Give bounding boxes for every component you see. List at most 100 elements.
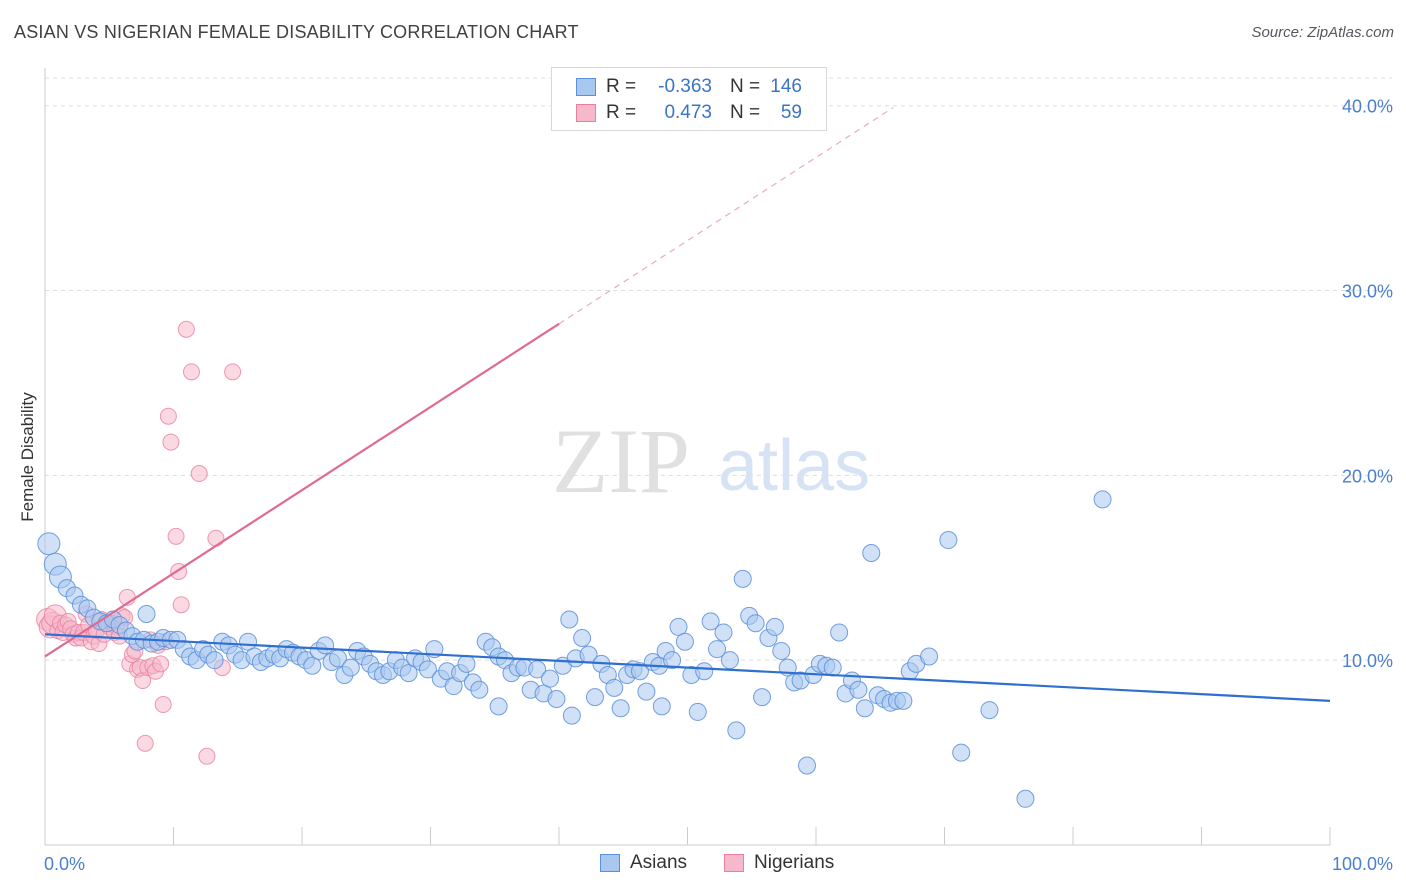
- asian-point: [701, 612, 720, 631]
- bottom-legend-nigerians: Nigerians: [724, 852, 834, 874]
- y-tick-label: 30.0%: [1342, 282, 1393, 302]
- legend-r-label: R =: [606, 102, 637, 123]
- legend-r-value: 0.473: [664, 102, 712, 123]
- asian-point: [205, 651, 224, 670]
- asian-point: [547, 689, 566, 708]
- nigerian-point: [136, 734, 154, 752]
- asian-point: [611, 699, 630, 718]
- nigerian-point: [162, 433, 180, 451]
- asian-point: [1093, 490, 1112, 509]
- nigerian-point: [190, 465, 208, 483]
- watermark-atlas: atlas: [718, 426, 870, 506]
- nigerian-point: [154, 696, 172, 714]
- y-tick-label: 10.0%: [1342, 651, 1393, 671]
- asian-point: [37, 532, 61, 556]
- asian-point: [939, 531, 958, 550]
- asian-point: [341, 658, 360, 677]
- asian-point: [894, 691, 913, 710]
- asian-point: [663, 651, 682, 670]
- asian-point: [727, 721, 746, 740]
- asian-point: [980, 701, 999, 720]
- asian-point: [952, 743, 971, 762]
- asians-swatch: [576, 78, 596, 96]
- asian-point: [823, 658, 842, 677]
- nigerian-trend-line: [44, 322, 560, 658]
- correlation-legend: R = -0.363 N = 146 R = 0.473 N = 59: [551, 67, 827, 131]
- legend-nigerians-label: Nigerians: [754, 852, 835, 873]
- asians-swatch: [600, 854, 620, 872]
- asian-point: [470, 680, 489, 699]
- asian-point: [560, 610, 579, 629]
- tick-labels: 10.0% 20.0% 30.0% 40.0% 0.0% 100.0%: [44, 97, 1393, 874]
- legend-r-label: R =: [606, 76, 637, 97]
- legend-r-value: -0.363: [658, 76, 712, 97]
- asian-point: [457, 654, 476, 673]
- asian-point: [562, 706, 581, 725]
- legend-asians-label: Asians: [630, 852, 688, 873]
- source-label: Source: ZipAtlas.com: [1251, 24, 1394, 41]
- legend-n-value: 146: [770, 76, 802, 97]
- asian-point: [528, 660, 547, 679]
- asian-point: [714, 623, 733, 642]
- asian-point: [1016, 789, 1035, 808]
- nigerian-point: [167, 527, 185, 545]
- y-tick-label: 20.0%: [1342, 466, 1393, 486]
- asian-point: [765, 617, 784, 636]
- nigerian-trend-extension: [558, 107, 894, 325]
- asian-point: [652, 697, 671, 716]
- legend-n-label: N =: [730, 76, 761, 97]
- asian-point: [573, 629, 592, 648]
- legend-n-value: 59: [780, 102, 802, 123]
- asian-point: [733, 569, 752, 588]
- nigerian-point: [182, 363, 200, 381]
- nigerian-point: [177, 320, 195, 338]
- asian-point: [630, 662, 649, 681]
- asian-point: [855, 699, 874, 718]
- asian-trend-line: [44, 633, 1331, 702]
- chart-title: ASIAN VS NIGERIAN FEMALE DISABILITY CORR…: [14, 22, 579, 42]
- nigerians-points: [36, 320, 242, 765]
- nigerian-point: [159, 407, 177, 425]
- grid-layer: [44, 68, 1392, 845]
- asian-point: [830, 623, 849, 642]
- asian-point: [585, 688, 604, 707]
- x-tick-label: 100.0%: [1332, 854, 1393, 874]
- nigerian-point: [198, 747, 216, 765]
- asian-point: [720, 651, 739, 670]
- asian-point: [489, 697, 508, 716]
- legend-n-label: N =: [730, 102, 761, 123]
- asian-point: [753, 688, 772, 707]
- legend-row-asians: R = -0.363 N = 146: [576, 75, 802, 99]
- bottom-legend-asians: Asians: [600, 852, 687, 874]
- nigerians-swatch: [576, 104, 596, 122]
- asians-points: [37, 490, 1112, 808]
- nigerian-point: [224, 363, 242, 381]
- asian-point: [418, 660, 437, 679]
- asian-point: [688, 702, 707, 721]
- asian-point: [137, 604, 156, 623]
- asian-point: [708, 640, 727, 659]
- legend-row-nigerians: R = 0.473 N = 59: [576, 101, 802, 125]
- trend-lines: [44, 107, 1331, 702]
- nigerian-point: [207, 529, 225, 547]
- watermark-zip: ZIP: [552, 410, 690, 512]
- asian-point: [541, 669, 560, 688]
- asian-point: [772, 641, 791, 660]
- y-tick-label: 40.0%: [1342, 97, 1393, 117]
- asian-point: [675, 632, 694, 651]
- nigerian-point: [172, 596, 190, 614]
- x-tick-label: 0.0%: [44, 854, 85, 874]
- watermark: ZIP atlas: [552, 410, 870, 512]
- asian-point: [849, 680, 868, 699]
- asian-point: [746, 614, 765, 633]
- asian-point: [920, 647, 939, 666]
- asian-point: [695, 662, 714, 681]
- nigerian-point: [152, 655, 170, 673]
- asian-point: [862, 543, 881, 562]
- asian-point: [798, 756, 817, 775]
- asian-point: [316, 636, 335, 655]
- asian-point: [605, 678, 624, 697]
- nigerians-swatch: [724, 854, 744, 872]
- asian-point: [637, 682, 656, 701]
